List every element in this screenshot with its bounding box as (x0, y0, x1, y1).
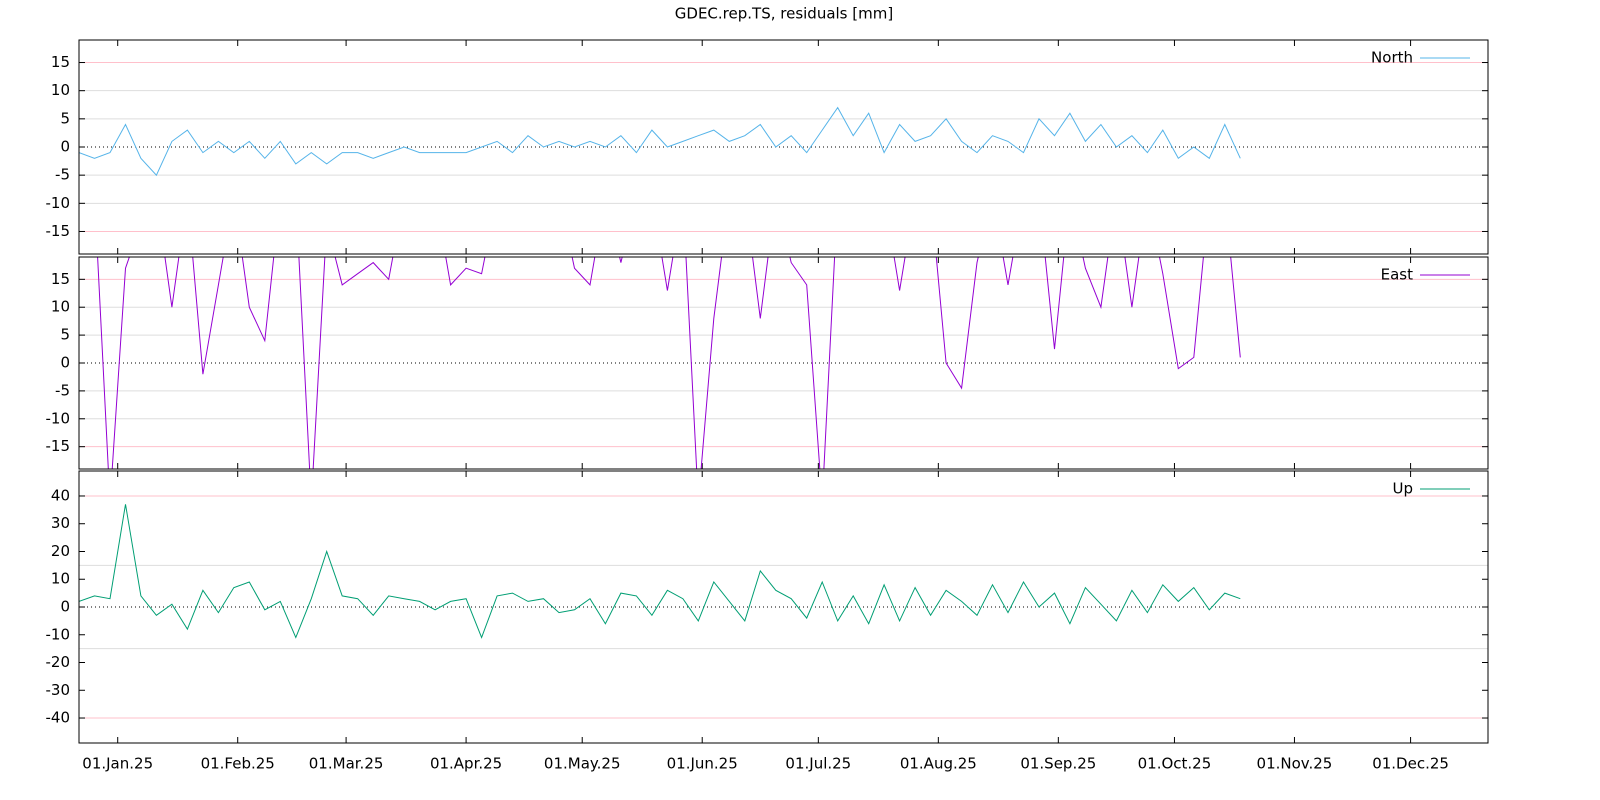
y-tick-label: 5 (60, 109, 70, 127)
x-tick-label: 01.May.25 (544, 755, 621, 773)
y-tick-label: 10 (51, 298, 70, 316)
x-tick-label: 01.Nov.25 (1257, 755, 1333, 773)
y-tick-label: -15 (46, 222, 71, 240)
legend-label: North (1371, 49, 1413, 67)
y-tick-label: 40 (51, 486, 70, 504)
y-tick-label: 15 (51, 270, 70, 288)
plot-frame (78, 256, 1489, 470)
legend-label: East (1381, 266, 1413, 284)
chart-title: GDEC.rep.TS, residuals [mm] (675, 5, 893, 23)
y-tick-label: -10 (46, 194, 71, 212)
plot-area (97, 257, 1241, 469)
x-tick-label: 01.Aug.25 (900, 755, 977, 773)
plot-frame (78, 39, 1489, 255)
legend-label: Up (1392, 480, 1413, 498)
x-tick-label: 01.Feb.25 (201, 755, 275, 773)
y-tick-label: 5 (60, 326, 70, 344)
y-tick-label: 0 (60, 354, 70, 372)
plot-area (79, 504, 1241, 639)
y-tick-label: -30 (46, 681, 71, 699)
series-line (79, 106, 1241, 177)
y-tick-label: -20 (46, 653, 71, 671)
series-line (97, 257, 1241, 469)
y-tick-label: -40 (46, 709, 71, 727)
x-tick-label: 01.Dec.25 (1372, 755, 1449, 773)
y-tick-label: 30 (51, 514, 70, 532)
y-tick-label: 20 (51, 542, 70, 560)
series-line (79, 504, 1241, 639)
y-tick-label: -15 (46, 437, 71, 455)
y-tick-label: -5 (55, 166, 70, 184)
x-tick-label: 01.Jun.25 (667, 755, 738, 773)
y-tick-label: -10 (46, 625, 71, 643)
x-tick-label: 01.Sep.25 (1020, 755, 1096, 773)
x-tick-label: 01.Jul.25 (785, 755, 851, 773)
y-tick-label: 10 (51, 81, 70, 99)
y-tick-label: 15 (51, 53, 70, 71)
y-tick-label: 0 (60, 138, 70, 156)
plot-area (79, 106, 1241, 177)
y-tick-label: 10 (51, 570, 70, 588)
y-tick-label: -10 (46, 409, 71, 427)
y-tick-label: 0 (60, 598, 70, 616)
y-tick-label: -5 (55, 381, 70, 399)
x-tick-label: 01.Jan.25 (82, 755, 153, 773)
plot-frame (78, 470, 1489, 744)
x-tick-label: 01.Mar.25 (309, 755, 384, 773)
x-tick-label: 01.Apr.25 (430, 755, 502, 773)
x-tick-label: 01.Oct.25 (1138, 755, 1212, 773)
